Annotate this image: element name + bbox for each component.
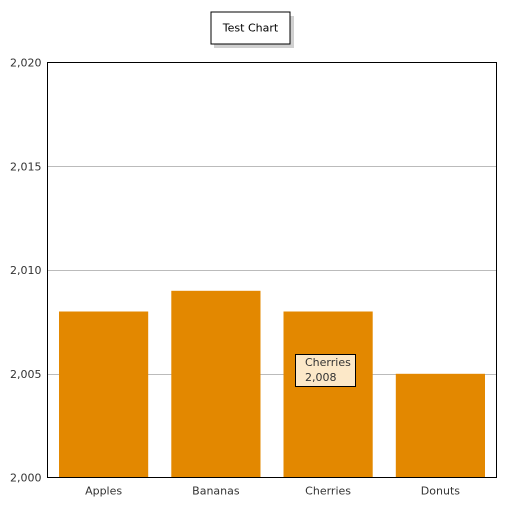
y-tick-label: 2,005: [10, 368, 42, 381]
bar-apples[interactable]: [59, 311, 149, 478]
bar-donuts[interactable]: [395, 373, 485, 478]
y-tick-label: 2,015: [10, 160, 42, 173]
y-axis-tick-labels: 2,000 2,005 2,010 2,015 2,020: [10, 57, 42, 485]
chart-title-text: Test Chart: [222, 22, 279, 35]
x-tick-label-apples: Apples: [85, 485, 122, 498]
tooltip-box: [295, 354, 356, 387]
x-axis-tick-labels: Apples Bananas Cherries Donuts: [85, 485, 460, 498]
bar-cherries[interactable]: [283, 311, 373, 478]
y-tick-label: 2,010: [10, 264, 42, 277]
y-tick-label: 2,000: [10, 472, 42, 485]
plot-frame: [47, 62, 497, 478]
chart-title-box: [210, 11, 291, 45]
bar-bananas[interactable]: [171, 290, 261, 478]
tooltip-category: Cherries: [305, 356, 351, 369]
x-tick-label-donuts: Donuts: [421, 485, 460, 498]
tooltip: Cherries 2,008: [295, 354, 356, 387]
chart-title: Test Chart: [210, 11, 294, 48]
bars: [59, 290, 485, 478]
tooltip-value: 2,008: [305, 371, 337, 384]
y-tick-label: 2,020: [10, 57, 42, 70]
x-tick-label-cherries: Cherries: [305, 485, 351, 498]
x-tick-label-bananas: Bananas: [192, 485, 240, 498]
